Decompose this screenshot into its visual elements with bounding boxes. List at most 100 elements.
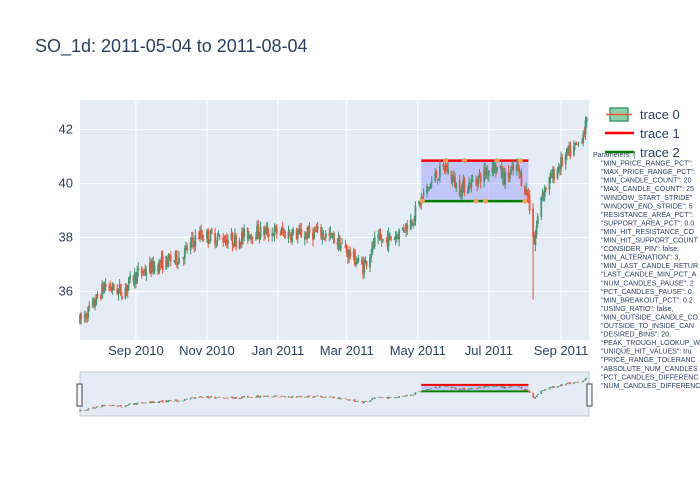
candle-body	[517, 163, 519, 166]
candle-body	[256, 226, 258, 240]
slider-candle	[380, 397, 383, 399]
slider-candle	[297, 396, 299, 398]
candle-body	[364, 259, 367, 264]
candle-body	[314, 229, 317, 232]
candle-body	[369, 256, 371, 268]
candle-body	[419, 201, 422, 206]
slider-candle	[413, 394, 416, 395]
candle-body	[428, 187, 431, 188]
candle-body	[572, 146, 575, 156]
slider-candle	[174, 399, 177, 401]
slider-candle	[222, 397, 225, 399]
parameter-line: "MAX_CANDLE_COUNT": 25	[601, 186, 694, 193]
slider-candle	[426, 388, 428, 391]
parameter-line: "USING_RATIO": false,	[601, 306, 674, 313]
candle-body	[454, 176, 456, 188]
candle-body	[94, 304, 97, 307]
range-slider[interactable]	[79, 371, 590, 417]
candle-body	[178, 257, 180, 264]
candle-body	[507, 171, 510, 178]
slider-candle	[142, 402, 144, 404]
slider-candle	[496, 385, 498, 387]
slider-candle	[584, 378, 587, 381]
candle-body	[150, 262, 152, 274]
candle-body	[532, 208, 534, 238]
slider-candle	[79, 409, 81, 412]
candle-body	[486, 170, 489, 175]
candle-body	[564, 154, 567, 165]
slider-candle	[199, 396, 201, 398]
candle-body	[214, 233, 217, 245]
slider-candle	[478, 386, 481, 388]
slider-candle	[364, 400, 367, 402]
candle-body	[450, 170, 453, 182]
parameter-line: "PEAK_TROUGH_LOOKUP_W	[601, 340, 700, 347]
slider-candle	[272, 396, 275, 398]
slider-candle	[518, 385, 520, 387]
support-hit-marker	[522, 198, 528, 204]
slider-candle	[234, 396, 236, 399]
slider-candle	[355, 401, 357, 403]
candle-body	[284, 231, 286, 239]
slider-candle	[224, 397, 227, 399]
x-tick-label: Sep 2011	[534, 343, 589, 358]
slider-candle	[370, 400, 372, 401]
candle-body	[526, 189, 529, 196]
candle-body	[117, 289, 120, 295]
slider-candle	[186, 398, 188, 400]
slider-candle	[288, 396, 291, 398]
candle-body	[208, 241, 211, 244]
candle-body	[515, 164, 518, 171]
slider-candle	[495, 385, 497, 387]
candle-body	[574, 143, 576, 146]
slider-candle	[292, 395, 294, 397]
candle-body	[493, 162, 496, 173]
slider-candle	[517, 385, 519, 386]
slider-candle	[217, 396, 220, 398]
slider-candle	[524, 389, 526, 391]
parameter-line: "MIN_PRICE_RANGE_PCT":	[601, 161, 693, 168]
candle-body	[185, 246, 187, 247]
candle-body	[192, 238, 194, 243]
candle-body	[426, 185, 428, 194]
slider-candle	[403, 395, 405, 397]
candle-body	[288, 231, 291, 236]
candle-body	[372, 242, 375, 247]
slider-candle	[475, 388, 477, 389]
slider-candle	[422, 390, 425, 391]
range-slider-right-handle[interactable]	[586, 383, 593, 407]
candle-body	[328, 233, 331, 236]
candle-body	[206, 231, 208, 239]
slider-candle	[314, 396, 317, 397]
candle-body	[135, 272, 137, 283]
range-slider-left-handle[interactable]	[76, 383, 83, 407]
candle-body	[266, 226, 269, 236]
candle-body	[247, 234, 250, 239]
candle-body	[264, 229, 267, 234]
slider-candle	[104, 404, 107, 406]
slider-candle	[520, 386, 523, 390]
slider-candle	[460, 390, 462, 392]
legend: trace 0 trace 1 trace 2	[605, 107, 680, 160]
candle-body	[249, 234, 251, 239]
slider-candle	[136, 402, 138, 405]
candle-body	[355, 262, 357, 264]
slider-candle	[137, 402, 140, 404]
candle-body	[243, 229, 246, 238]
candle-body	[385, 237, 388, 239]
slider-candle	[574, 382, 576, 383]
slider-candle	[158, 401, 161, 404]
candle-body	[553, 169, 555, 181]
slider-candle	[216, 397, 219, 398]
candle-body	[397, 236, 399, 239]
slider-candle	[545, 389, 547, 390]
candle-body	[556, 169, 559, 179]
candle-body	[436, 179, 439, 181]
slider-candle	[87, 408, 89, 411]
slider-candle	[345, 399, 348, 400]
candle-body	[386, 236, 389, 247]
candle-body	[168, 255, 171, 258]
candle-body	[360, 259, 363, 265]
slider-candle	[93, 407, 95, 409]
slider-candle	[215, 398, 218, 399]
